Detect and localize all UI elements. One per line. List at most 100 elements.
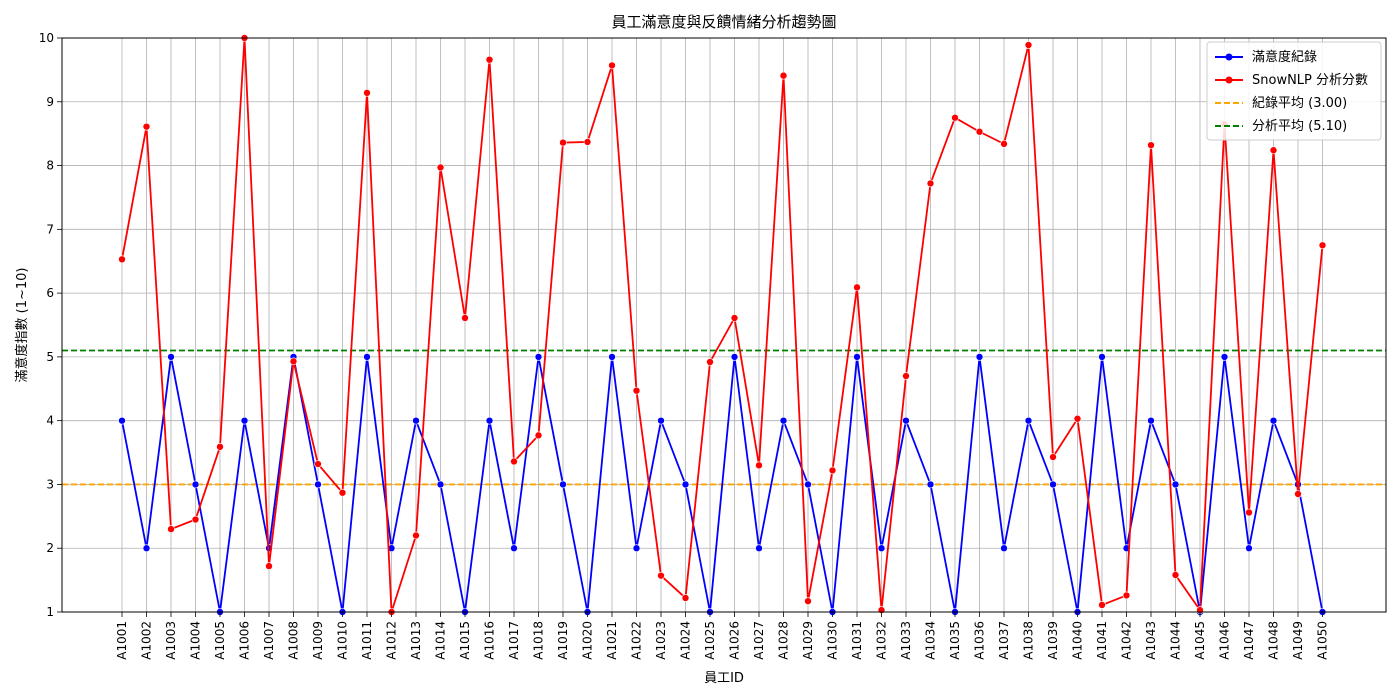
y-axis-title: 滿意度指數 (1~10) [14,268,30,383]
data-point [1049,480,1057,489]
data-point [1147,416,1155,425]
data-point [975,353,984,361]
data-point [902,372,910,380]
x-tick-label: A1033 [899,621,913,660]
data-point [363,89,371,97]
data-point [534,431,543,440]
x-tick-labels: A1001 A1002 A1003 A1004 A1005 A1006 A1007 A1008… [115,621,1330,660]
y-tick-label: 4 [46,414,54,428]
x-tick-label: A1041 [1095,621,1109,660]
data-point [1098,601,1106,609]
data-point [167,353,175,361]
x-tick-label: A1011 [360,621,374,660]
data-point [1269,416,1278,425]
data-point [608,353,616,361]
x-tick-label: A1028 [777,621,791,660]
x-tick-label: A1042 [1120,621,1134,660]
x-tick-label: A1010 [336,621,350,660]
series-line [121,37,1324,613]
x-tick-label: A1047 [1242,621,1256,660]
x-tick-label: A1037 [997,621,1011,660]
legend-item-analysis-average: 分析平均 (5.10) [1215,119,1347,134]
data-point [902,416,910,425]
data-point [485,55,494,64]
data-point [1098,353,1106,361]
data-point [436,480,445,489]
x-tick-label: A1039 [1046,621,1060,660]
x-tick-label: A1006 [238,621,252,660]
data-point [657,416,665,425]
x-tick-label: A1009 [311,621,325,660]
data-point [485,416,494,425]
x-tick-label: A1004 [189,621,203,660]
data-point [632,386,641,395]
data-point [1171,571,1180,579]
data-point [730,353,739,361]
data-point [926,480,935,489]
x-tick-label: A1015 [458,621,472,660]
data-point [412,416,420,425]
y-tick-labels: 1 2 3 4 5 6 7 8 9 10 [39,31,54,619]
data-point [1245,544,1253,553]
legend-label-satisfaction: 滿意度紀錄 [1252,49,1317,65]
y-tick-label: 9 [46,95,54,109]
chart-title: 員工滿意度與反饋情緒分析趨勢圖 [611,13,836,31]
plot-frame [61,37,1387,613]
x-tick-label: A1029 [801,621,815,660]
data-point [755,461,763,470]
legend-item-satisfaction: 滿意度紀錄 [1215,49,1317,65]
x-tick-label: A1048 [1267,621,1281,660]
data-point [681,594,690,602]
data-point [804,480,812,489]
y-tick-label: 8 [46,159,54,173]
data-point [240,416,249,425]
x-tick-label: A1005 [213,621,227,660]
data-point [314,460,322,468]
x-tick-label: A1001 [115,621,129,660]
data-point [1122,591,1131,600]
x-tick-label: A1007 [262,621,276,660]
x-tick-label: A1024 [679,621,693,660]
axes [57,37,1387,617]
data-point [632,544,641,553]
y-tick-label: 6 [46,286,54,300]
data-point [265,562,273,570]
data-point [559,480,567,489]
y-tick-label: 5 [46,350,54,364]
x-tick-label: A1020 [581,621,595,660]
data-point [853,283,861,292]
x-tick-label: A1050 [1316,621,1330,660]
data-point [118,416,126,425]
x-tick-label: A1046 [1218,621,1232,660]
legend-marker-satisfaction [1225,53,1233,61]
data-point [1000,544,1008,553]
legend-box [1206,41,1382,141]
data-point [118,255,126,264]
data-point [779,416,788,425]
data-point [608,61,616,70]
data-point [338,488,347,497]
data-point [583,138,592,146]
x-tick-label: A1017 [507,621,521,660]
x-tick-label: A1014 [434,621,448,660]
data-point [436,163,445,172]
data-point [681,480,690,489]
data-point [877,544,886,553]
data-point [828,466,837,475]
x-tick-label: A1032 [875,621,889,660]
y-tick-label: 7 [46,222,54,236]
x-tick-label: A1025 [703,621,717,660]
x-tick-label: A1049 [1291,621,1305,660]
x-tick-label: A1044 [1169,621,1183,660]
x-tick-label: A1012 [385,621,399,660]
data-point [657,571,665,580]
data-point [1294,490,1302,498]
data-point [1000,140,1008,148]
data-point [142,544,151,553]
data-point [1318,241,1327,250]
data-point [314,480,322,489]
data-point [1147,141,1155,149]
data-point [1024,416,1033,425]
